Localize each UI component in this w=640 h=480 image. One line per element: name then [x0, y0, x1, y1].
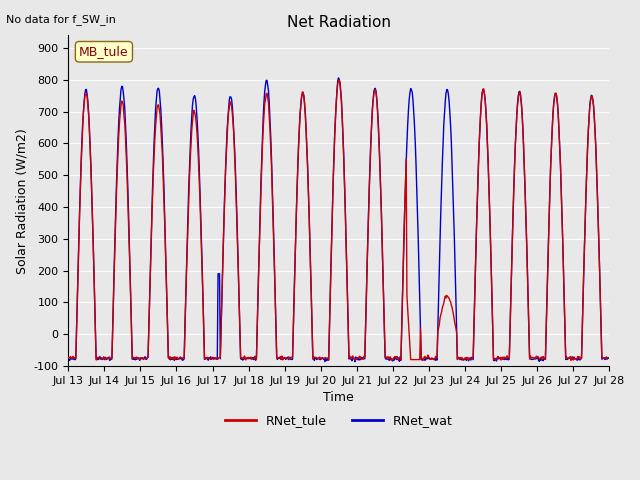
Title: Net Radiation: Net Radiation	[287, 15, 391, 30]
X-axis label: Time: Time	[323, 391, 354, 404]
Text: MB_tule: MB_tule	[79, 45, 129, 58]
Legend: RNet_tule, RNet_wat: RNet_tule, RNet_wat	[220, 409, 458, 432]
Y-axis label: Solar Radiation (W/m2): Solar Radiation (W/m2)	[15, 128, 28, 274]
Text: No data for f_SW_in: No data for f_SW_in	[6, 14, 116, 25]
